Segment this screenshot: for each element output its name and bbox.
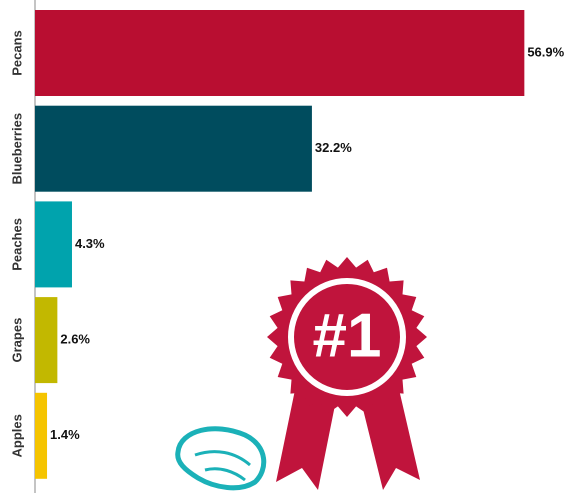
- value-label: 32.2%: [315, 140, 352, 155]
- pecan-icon: [175, 426, 267, 491]
- category-label: Grapes: [9, 318, 24, 363]
- value-label: 56.9%: [527, 44, 564, 59]
- bar: [35, 105, 312, 192]
- badge-text: #1: [313, 301, 382, 370]
- ribbon-tail: [362, 385, 420, 490]
- bar: [35, 201, 72, 288]
- category-label: Blueberries: [9, 113, 24, 185]
- pecan-icon-lines: [194, 450, 251, 482]
- category-label: Pecans: [9, 30, 24, 76]
- value-label: 4.3%: [75, 236, 105, 251]
- ribbon-tail: [276, 385, 335, 490]
- decoration: [175, 385, 420, 491]
- category-label: Apples: [9, 414, 24, 457]
- badge-ring: [288, 278, 406, 396]
- value-label: 1.4%: [50, 427, 80, 442]
- bar: [35, 10, 525, 96]
- bar: [35, 392, 48, 479]
- value-label: 2.6%: [60, 332, 90, 347]
- category-label: Peaches: [9, 218, 24, 271]
- bar: [35, 297, 58, 384]
